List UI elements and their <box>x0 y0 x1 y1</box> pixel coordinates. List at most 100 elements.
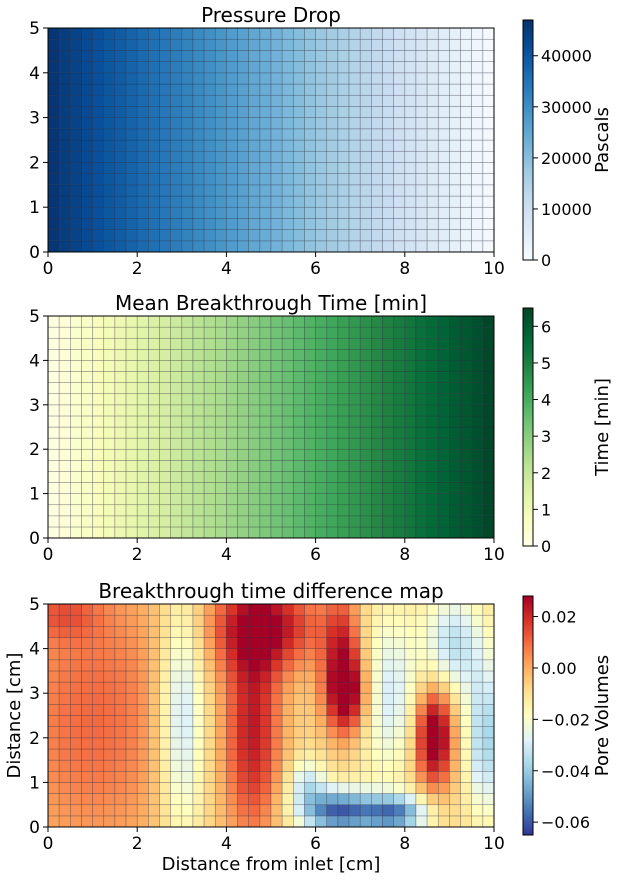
heatmap-cell <box>248 782 261 794</box>
heatmap-cell <box>404 139 417 152</box>
heatmap-cell <box>449 614 461 627</box>
heatmap-cell <box>337 603 350 616</box>
heatmap-cell <box>170 184 183 197</box>
colorbar-tick-label: 4 <box>541 391 551 410</box>
heatmap-cell <box>393 371 406 383</box>
heatmap-cell <box>226 437 238 450</box>
heatmap-cell <box>170 326 183 339</box>
heatmap-cell <box>248 106 261 118</box>
heatmap-cell <box>393 648 406 661</box>
heatmap-cell <box>292 625 305 638</box>
heatmap-cell <box>237 748 250 761</box>
heatmap-cell <box>103 218 116 230</box>
heatmap-cell <box>337 759 350 772</box>
heatmap-cell <box>47 415 60 428</box>
heatmap-cell <box>337 737 350 750</box>
heatmap-cell <box>214 360 227 372</box>
heatmap-cell <box>437 659 450 672</box>
heatmap-cell <box>371 184 383 197</box>
heatmap-cell <box>148 692 160 705</box>
heatmap-cell <box>192 625 205 638</box>
heatmap-cell <box>181 38 194 51</box>
heatmap-cell <box>415 404 428 417</box>
heatmap-cell <box>114 371 127 383</box>
heatmap-cell <box>460 348 473 361</box>
heatmap-cell <box>192 72 205 85</box>
heatmap-cell <box>326 240 339 253</box>
heatmap-cell <box>192 793 205 806</box>
heatmap-cell <box>371 38 383 51</box>
heatmap-cell <box>326 648 339 661</box>
heatmap-cell <box>404 692 417 705</box>
heatmap-cell <box>337 371 350 383</box>
heatmap-cell <box>270 748 283 761</box>
heatmap-cell <box>214 106 227 118</box>
heatmap-cell <box>426 240 439 253</box>
heatmap-cell <box>203 206 216 219</box>
heatmap-cell <box>460 748 473 761</box>
heatmap-cell <box>103 770 116 783</box>
heatmap-cell <box>337 94 350 107</box>
heatmap-cell <box>382 326 394 339</box>
heatmap-cell <box>136 681 149 694</box>
heatmap-cell <box>482 426 495 439</box>
heatmap-cell <box>315 337 328 350</box>
heatmap-cell <box>326 337 339 350</box>
heatmap-cell <box>460 83 473 96</box>
heatmap-cell <box>92 737 105 750</box>
heatmap-cell <box>170 625 183 638</box>
heatmap-cell <box>70 737 82 750</box>
heatmap-cell <box>482 94 495 107</box>
heatmap-cell <box>170 793 183 806</box>
heatmap-cell <box>47 348 60 361</box>
heatmap-cell <box>103 681 116 694</box>
heatmap-cell <box>348 715 361 727</box>
heatmap-cell <box>148 415 160 428</box>
heatmap-cell <box>292 229 305 242</box>
heatmap-cell <box>259 625 272 638</box>
heatmap-cell <box>304 804 316 817</box>
heatmap-cell <box>382 72 394 85</box>
heatmap-cell <box>382 139 394 152</box>
heatmap-cell <box>404 326 417 339</box>
heatmap-cell <box>70 94 82 107</box>
heatmap-cell <box>192 482 205 494</box>
heatmap-cell <box>281 195 294 208</box>
heatmap-cell <box>426 737 439 750</box>
heatmap-cell <box>404 603 417 616</box>
heatmap-cell <box>449 72 461 85</box>
heatmap-cell <box>47 614 60 627</box>
heatmap-cell <box>237 426 250 439</box>
heatmap-cell <box>181 128 194 141</box>
heatmap-cell <box>248 625 261 638</box>
heatmap-cell <box>426 659 439 672</box>
heatmap-cell <box>270 50 283 62</box>
colorbar-tick-label: 40000 <box>541 47 592 66</box>
heatmap-cell <box>92 128 105 141</box>
heatmap-cell <box>103 360 116 372</box>
heatmap-cell <box>371 715 383 727</box>
heatmap-cell <box>181 726 194 739</box>
heatmap-cell <box>460 173 473 186</box>
heatmap-cell <box>304 726 316 739</box>
heatmap-cell <box>471 659 484 672</box>
heatmap-cell <box>348 493 361 506</box>
heatmap-cell <box>348 348 361 361</box>
heatmap-cell <box>81 659 93 672</box>
heatmap-cell <box>460 27 473 40</box>
heatmap-cell <box>237 659 250 672</box>
heatmap-cell <box>237 315 250 328</box>
heatmap-cell <box>103 459 116 472</box>
heatmap-cell <box>70 637 82 649</box>
heatmap-cell <box>359 681 372 694</box>
heatmap-cell <box>248 459 261 472</box>
x-tick-label: 4 <box>221 834 232 854</box>
heatmap-cell <box>58 94 71 107</box>
heatmap-cell <box>304 206 316 219</box>
heatmap-cell <box>359 326 372 339</box>
heatmap-cell <box>114 38 127 51</box>
heatmap-cell <box>148 659 160 672</box>
heatmap-cell <box>114 195 127 208</box>
heatmap-cell <box>415 471 428 483</box>
